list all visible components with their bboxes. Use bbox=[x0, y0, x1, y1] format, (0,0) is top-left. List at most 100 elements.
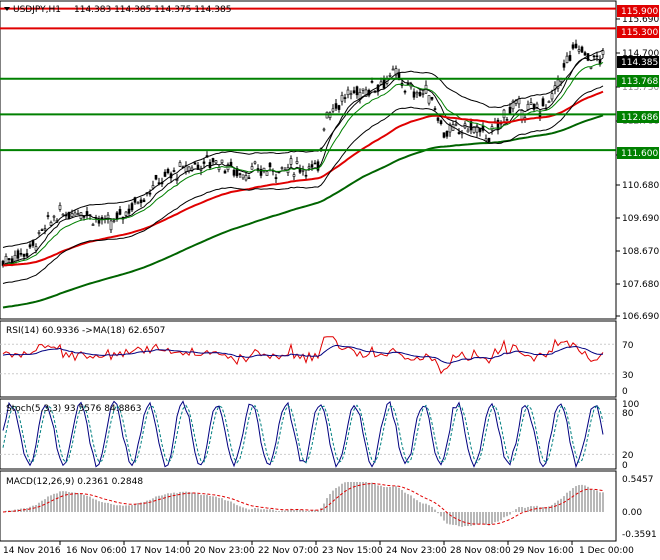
candle-body bbox=[295, 161, 299, 164]
ema-slow-line bbox=[2, 90, 604, 267]
candle-body bbox=[541, 98, 545, 107]
candle-body bbox=[154, 175, 158, 180]
candle-body bbox=[166, 168, 170, 174]
candle-body bbox=[292, 174, 296, 177]
current-price-label: 114.385 bbox=[621, 58, 658, 68]
candle-body bbox=[457, 132, 461, 134]
horizontal-levels[interactable] bbox=[0, 7, 616, 152]
macd-signal-line bbox=[2, 482, 604, 526]
symbol-label: USDJPY,H1 bbox=[13, 5, 61, 15]
candle-body bbox=[115, 212, 119, 220]
price-axis bbox=[59, 18, 620, 545]
current-price-tag bbox=[617, 56, 659, 68]
price-pane[interactable] bbox=[0, 0, 617, 320]
candle-body bbox=[133, 197, 137, 203]
candle-body bbox=[442, 132, 446, 138]
candle-body bbox=[16, 250, 20, 259]
candle-body bbox=[343, 97, 347, 99]
level-tag-111600: 111.600 bbox=[617, 147, 659, 159]
rsi-pane[interactable] bbox=[0, 320, 617, 398]
candle-body bbox=[49, 222, 53, 226]
time-label: 23 Nov 15:00 bbox=[322, 546, 383, 556]
candle-body bbox=[427, 95, 431, 104]
candle-body bbox=[556, 79, 560, 89]
candle-body bbox=[232, 169, 236, 176]
candle-body bbox=[547, 101, 551, 104]
macd-tick: -0.3591 bbox=[622, 530, 657, 540]
macd-tick: 0.5457 bbox=[622, 475, 654, 485]
candle-body bbox=[241, 174, 245, 179]
candle-body bbox=[322, 128, 326, 131]
candle-body bbox=[28, 244, 32, 248]
candle-body bbox=[394, 68, 398, 76]
candle-body bbox=[418, 91, 422, 97]
stoch-signal-line bbox=[2, 404, 604, 464]
candle-body bbox=[178, 162, 182, 167]
candle-body bbox=[334, 103, 338, 109]
svg-text:115.300: 115.300 bbox=[621, 28, 658, 38]
candle-body bbox=[85, 211, 89, 216]
rsi-tick: 70 bbox=[622, 341, 634, 351]
candle-body bbox=[211, 158, 215, 163]
ohlc-values: 114.383 114.385 114.375 114.385 bbox=[74, 5, 231, 15]
candle-body bbox=[148, 192, 152, 195]
dropdown-triangle-icon[interactable] bbox=[4, 7, 10, 11]
candle-body bbox=[136, 202, 140, 205]
candle-body bbox=[379, 81, 383, 85]
candle-body bbox=[130, 203, 134, 211]
candle-body bbox=[274, 177, 278, 180]
price-tick: 109.690 bbox=[622, 214, 659, 224]
candle-body bbox=[310, 164, 314, 168]
candle-body bbox=[34, 246, 38, 251]
stoch-tick: 80 bbox=[622, 409, 634, 419]
candle-body bbox=[565, 55, 569, 64]
candle-body bbox=[142, 199, 146, 203]
price-tick: 114.700 bbox=[622, 49, 659, 59]
candle-body bbox=[592, 55, 596, 58]
time-label: 14 Nov 2016 bbox=[3, 546, 61, 556]
candle-body bbox=[421, 93, 425, 95]
candle-body bbox=[511, 100, 515, 110]
candle-body bbox=[415, 92, 419, 95]
candle-body bbox=[466, 129, 470, 133]
candle-body bbox=[46, 215, 50, 217]
candle-body bbox=[202, 161, 206, 164]
price-chart-layer bbox=[1, 39, 605, 309]
price-tick: 115.690 bbox=[622, 15, 659, 25]
ema-long-line bbox=[2, 114, 604, 309]
time-axis: 14 Nov 2016 16 Nov 06:00 17 Nov 14:00 20… bbox=[3, 546, 634, 556]
candle-body bbox=[244, 175, 248, 181]
candle-body bbox=[52, 215, 56, 218]
candle-body bbox=[208, 162, 212, 169]
svg-text:111.600: 111.600 bbox=[621, 149, 658, 159]
stoch-tick: 100 bbox=[622, 400, 639, 410]
time-label: 22 Nov 07:00 bbox=[258, 546, 319, 556]
stoch-tick: 20 bbox=[622, 451, 634, 461]
candle-body bbox=[22, 254, 26, 257]
candle-body bbox=[61, 213, 65, 216]
candle-body bbox=[37, 232, 41, 234]
candle-body bbox=[568, 55, 572, 61]
bollinger-lower bbox=[2, 85, 604, 284]
candle-body bbox=[304, 174, 308, 177]
price-tick: 108.670 bbox=[622, 247, 659, 257]
candle-body bbox=[577, 49, 581, 52]
candle-body bbox=[508, 106, 512, 115]
candle-body bbox=[82, 215, 86, 218]
level-tag-115900: 115.900 bbox=[617, 5, 659, 17]
candle-body bbox=[247, 177, 251, 179]
price-tick: 113.730 bbox=[622, 83, 659, 93]
macd-tick: 0.00 bbox=[622, 508, 642, 518]
candle-body bbox=[109, 220, 113, 231]
candle-body bbox=[118, 209, 122, 215]
candle-body bbox=[526, 103, 530, 110]
candle-body bbox=[7, 258, 11, 260]
candle-body bbox=[280, 167, 284, 169]
svg-text:112.686: 112.686 bbox=[621, 113, 658, 123]
stoch-chart-layer bbox=[0, 400, 616, 469]
rsi-chart-layer bbox=[0, 336, 616, 375]
candle-body bbox=[391, 68, 395, 71]
candle-body bbox=[562, 63, 566, 68]
candle-body bbox=[433, 108, 437, 110]
candle-body bbox=[313, 162, 317, 165]
